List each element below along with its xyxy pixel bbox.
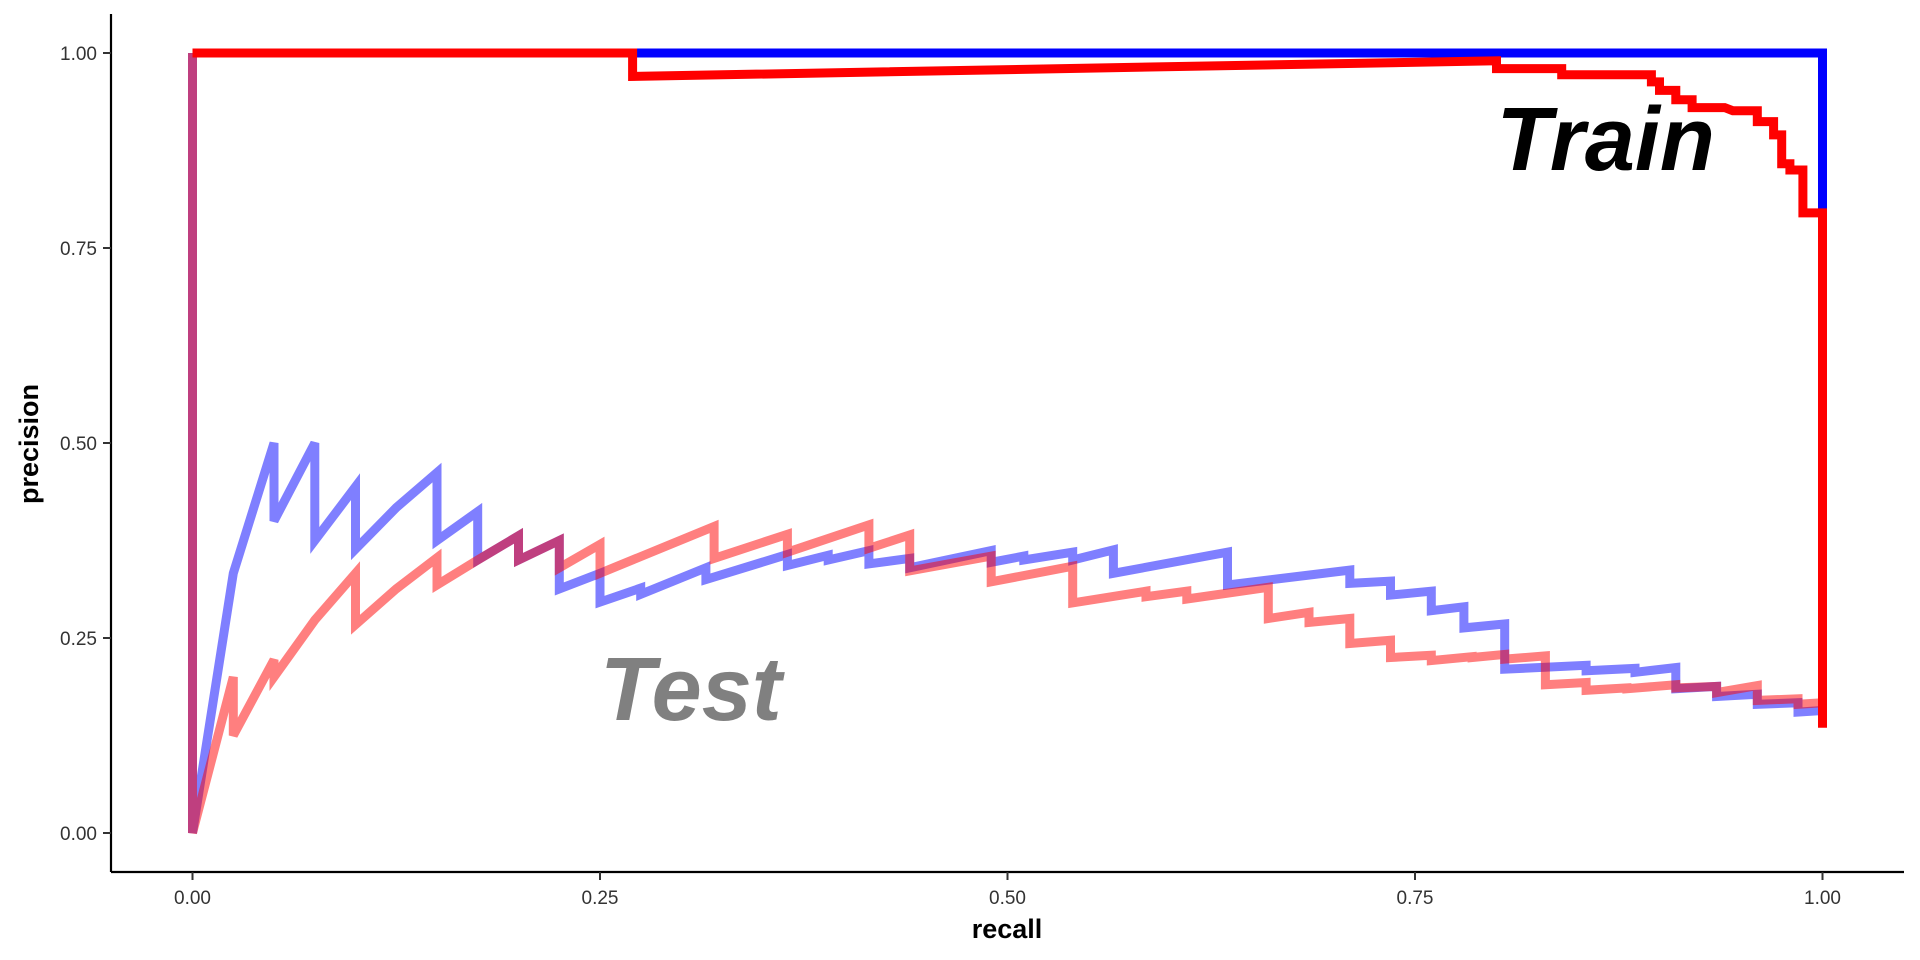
series-line-1 bbox=[188, 53, 1823, 834]
y-tick-label: 1.00 bbox=[60, 44, 97, 65]
x-tick-label: 0.75 bbox=[1397, 888, 1434, 909]
annotation-train: Train bbox=[1497, 90, 1715, 190]
x-axis-title: recall bbox=[972, 914, 1043, 944]
tick-layer: 0.00 0.25 0.50 0.75 1.00 0.00 0.25 0.50 0.75 1.00 bbox=[60, 44, 1841, 909]
y-tick-label: 0.75 bbox=[60, 239, 97, 260]
annotation-test: Test bbox=[600, 640, 786, 740]
y-tick-label: 0.00 bbox=[60, 824, 97, 845]
x-tick-label: 0.50 bbox=[989, 888, 1026, 909]
series-layer bbox=[188, 48, 1827, 835]
x-tick-label: 0.00 bbox=[174, 888, 211, 909]
y-axis-title: precision bbox=[14, 384, 44, 504]
series-line-3 bbox=[192, 48, 1827, 209]
x-tick-label: 0.25 bbox=[582, 888, 619, 909]
y-tick-label: 0.50 bbox=[60, 434, 97, 455]
series-line-4 bbox=[192, 48, 1827, 728]
series-line-2 bbox=[188, 53, 1823, 835]
y-tick-label: 0.25 bbox=[60, 629, 97, 650]
x-tick-label: 1.00 bbox=[1804, 888, 1841, 909]
annotation-layer: Train Test bbox=[600, 90, 1715, 740]
